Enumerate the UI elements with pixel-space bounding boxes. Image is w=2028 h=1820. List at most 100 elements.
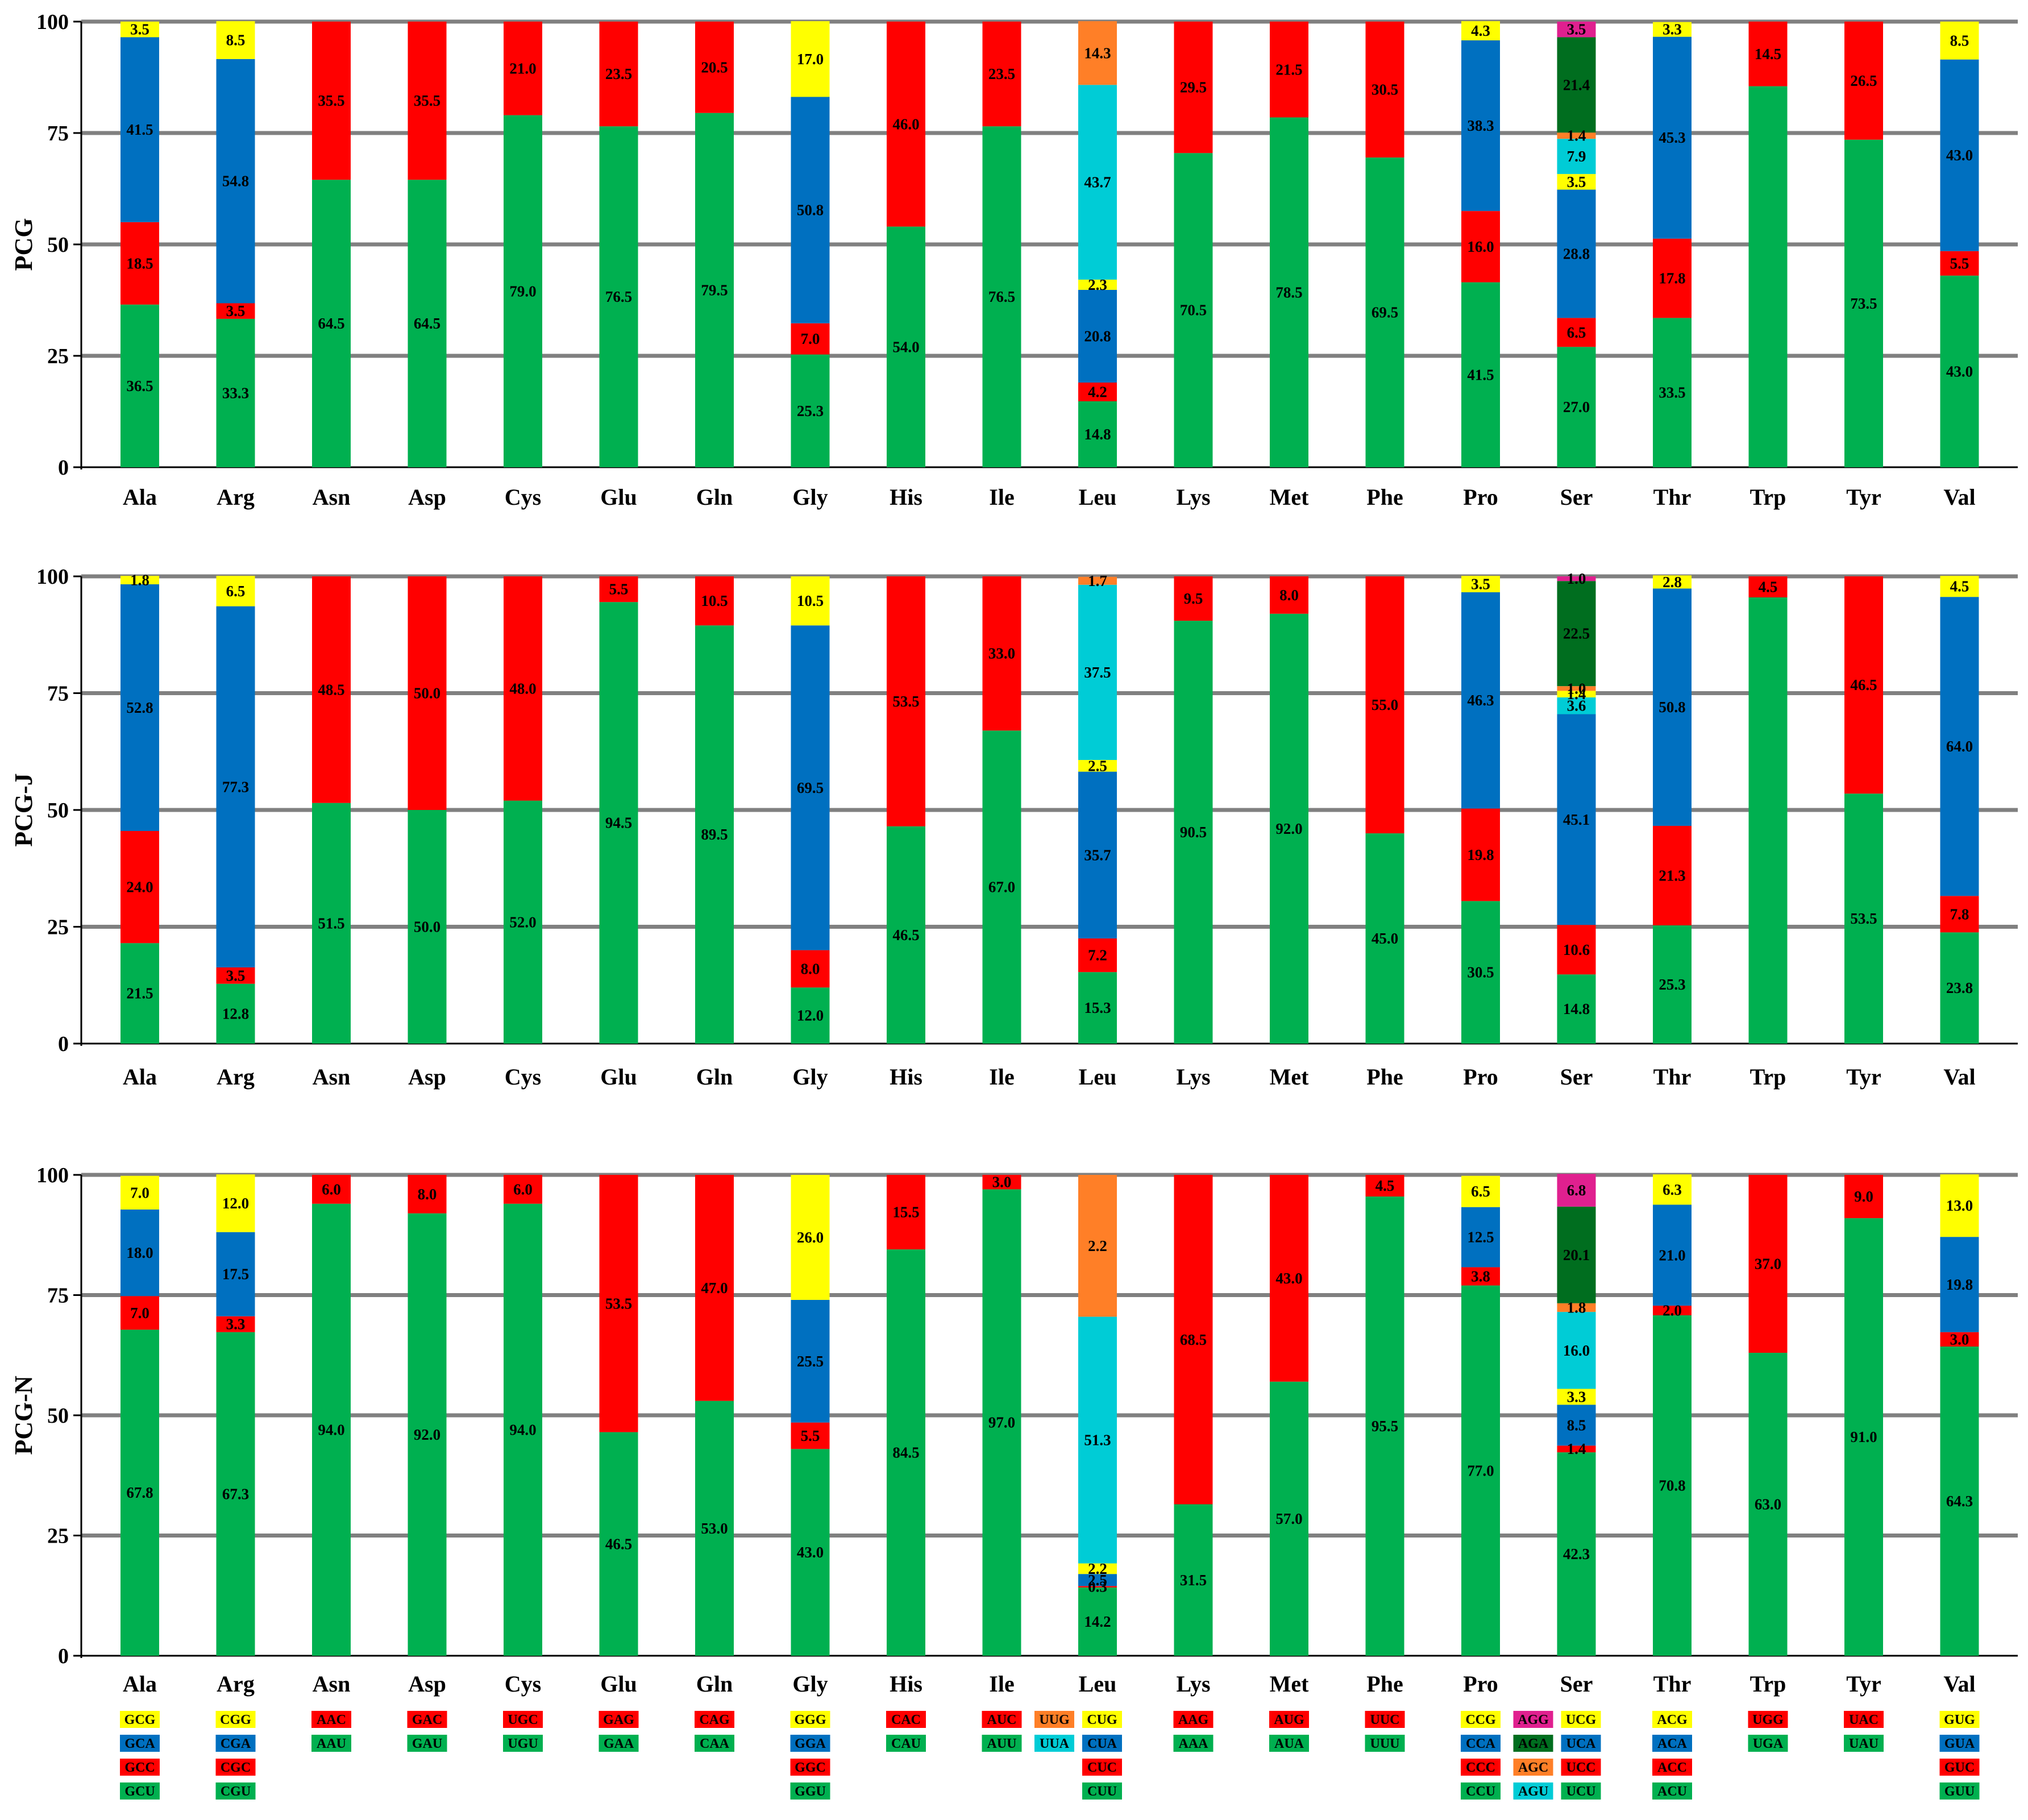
- bar-segment: [120, 22, 159, 38]
- x-tick-label: Tyr: [1846, 1671, 1881, 1697]
- x-tick-label: Leu: [1079, 484, 1117, 510]
- codon-label: GAC: [412, 1713, 442, 1727]
- bar-value-label: 0.3: [1088, 1578, 1107, 1595]
- bar-value-label: 53.5: [1850, 910, 1877, 927]
- bar-segment: [1174, 1504, 1213, 1656]
- x-tick-label: Arg: [217, 484, 255, 510]
- bar-segment: [982, 576, 1021, 731]
- bar-segment: [1748, 1353, 1788, 1656]
- bar-value-label: 4.5: [1375, 1177, 1395, 1194]
- codon-swatch: [311, 1711, 351, 1728]
- bar-segment: [1940, 597, 1979, 896]
- bar-segment: [1461, 1285, 1500, 1656]
- bar-segment: [1078, 401, 1117, 467]
- bar-segment: [216, 983, 255, 1044]
- x-tick-label: Thr: [1653, 1671, 1692, 1697]
- bar-segment: [504, 1175, 542, 1204]
- bar-value-label: 1.4: [1567, 127, 1586, 144]
- codon-label: AGA: [1518, 1736, 1549, 1751]
- bar-value-label: 64.5: [318, 315, 344, 332]
- bar-value-label: 97.0: [988, 1414, 1015, 1431]
- bar-segment: [1557, 714, 1596, 925]
- x-tick-label: Cys: [505, 1064, 541, 1090]
- bar-value-label: 30.5: [1467, 964, 1494, 981]
- bar-value-label: 7.0: [801, 330, 820, 347]
- codon-label: UGU: [508, 1736, 538, 1751]
- bar-value-label: 21.0: [509, 60, 536, 77]
- bar-value-label: 17.5: [222, 1266, 249, 1283]
- bar-value-label: 18.0: [126, 1244, 153, 1261]
- x-tick-label: Val: [1943, 1064, 1975, 1090]
- bar-value-label: 6.5: [226, 583, 246, 600]
- bar-segment: [1557, 174, 1596, 190]
- bar-value-label: 17.0: [797, 51, 824, 68]
- bar-value-label: 43.0: [1946, 147, 1973, 164]
- codon-swatch: [503, 1735, 543, 1752]
- codon-swatch: [695, 1735, 734, 1752]
- bar-value-label: 21.0: [1659, 1246, 1685, 1264]
- bar-value-label: 45.3: [1659, 129, 1685, 146]
- bar-value-label: 7.2: [1088, 947, 1107, 964]
- bar-value-label: 14.5: [1755, 45, 1781, 63]
- bar-segment: [1461, 282, 1500, 467]
- bar-value-label: 37.0: [1755, 1256, 1781, 1273]
- bar-value-label: 84.5: [892, 1444, 919, 1461]
- bar-value-label: 1.8: [130, 572, 149, 589]
- bar-value-label: 3.5: [1471, 576, 1490, 593]
- codon-swatch: [120, 1759, 160, 1776]
- bar-value-label: 3.8: [1471, 1268, 1490, 1285]
- x-tick-label: Trp: [1750, 1064, 1786, 1090]
- bar-segment: [1557, 1389, 1596, 1405]
- bar-value-label: 17.8: [1659, 270, 1685, 287]
- y-tick-label: 0: [58, 1032, 69, 1056]
- bar-value-label: 1.0: [1567, 680, 1586, 697]
- bar-segment: [504, 800, 542, 1044]
- bar-segment: [1461, 21, 1500, 40]
- x-tick-label: Asn: [313, 1671, 351, 1697]
- bar-segment: [216, 59, 255, 304]
- bar-segment: [1940, 59, 1979, 251]
- bar-value-label: 3.3: [226, 1316, 246, 1333]
- bar-segment: [1748, 576, 1788, 597]
- codon-label: GAA: [604, 1736, 634, 1751]
- codon-swatch: [120, 1782, 160, 1800]
- bar-value-label: 67.3: [222, 1485, 249, 1502]
- bar-value-label: 24.0: [126, 879, 153, 896]
- bar-segment: [887, 576, 925, 826]
- codon-label: CGA: [221, 1736, 251, 1751]
- bar-value-label: 22.5: [1563, 625, 1590, 642]
- bar-segment: [791, 1422, 830, 1449]
- bar-value-label: 3.3: [1663, 21, 1682, 38]
- bar-value-label: 25.3: [1659, 976, 1685, 993]
- bar-segment: [1557, 347, 1596, 467]
- bar-value-label: 63.0: [1755, 1496, 1781, 1513]
- y-tick-label: 25: [47, 1524, 69, 1548]
- x-tick-label: Leu: [1079, 1671, 1117, 1697]
- y-tick-label: 75: [47, 682, 69, 706]
- bar-value-label: 2.0: [1663, 1302, 1682, 1319]
- x-tick-label: Asn: [313, 484, 351, 510]
- x-tick-label: Met: [1270, 484, 1310, 510]
- bar-value-label: 20.8: [1084, 328, 1111, 345]
- bar-segment: [1940, 1332, 1979, 1347]
- y-tick-label: 0: [58, 1644, 69, 1668]
- bar-value-label: 77.3: [222, 778, 249, 795]
- bar-value-label: 53.5: [605, 1295, 632, 1312]
- codon-swatch: [215, 1711, 256, 1728]
- bar-segment: [791, 1449, 830, 1656]
- bar-value-label: 67.0: [988, 879, 1015, 896]
- bar-segment: [695, 113, 734, 468]
- bar-value-label: 9.0: [1854, 1188, 1873, 1205]
- codon-label: UAC: [1849, 1713, 1879, 1727]
- codon-swatch: [1269, 1711, 1309, 1728]
- bar-segment: [1940, 932, 1979, 1044]
- bar-value-label: 46.3: [1467, 692, 1494, 709]
- bar-value-label: 1.4: [1567, 685, 1586, 703]
- bar-segment: [1940, 896, 1979, 933]
- bar-value-label: 77.0: [1467, 1462, 1494, 1479]
- bar-segment: [1748, 22, 1788, 86]
- codon-swatch: [1082, 1735, 1122, 1752]
- bar-value-label: 1.7: [1088, 572, 1107, 589]
- codon-swatch: [1513, 1711, 1553, 1728]
- bar-segment: [791, 1175, 830, 1300]
